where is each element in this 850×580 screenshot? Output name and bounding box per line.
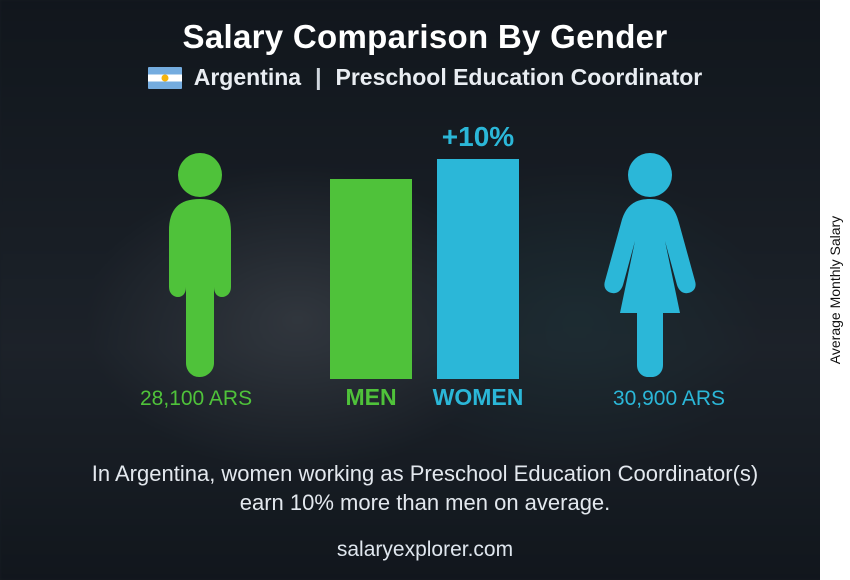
divider-text: | [313, 64, 323, 91]
female-figure-icon [595, 149, 705, 379]
subtitle-row: Argentina | Preschool Education Coordina… [148, 64, 703, 91]
summary-text: In Argentina, women working as Preschool… [90, 459, 760, 518]
source-text: salaryexplorer.com [0, 538, 850, 562]
gender-salary-chart: +10% MEN WOMEN 28,10 [105, 105, 745, 425]
men-salary-text: 28,100 ARS [140, 387, 252, 411]
location-text: Argentina [194, 64, 301, 91]
men-column-label: MEN [311, 384, 431, 411]
job-title-text: Preschool Education Coordinator [336, 64, 703, 91]
page-title: Salary Comparison By Gender [183, 18, 668, 56]
percent-diff-label: +10% [437, 121, 519, 153]
women-bar [437, 159, 519, 379]
men-bar [330, 179, 412, 379]
women-column-label: WOMEN [418, 384, 538, 411]
women-salary-text: 30,900 ARS [613, 387, 725, 411]
argentina-flag-icon [148, 67, 182, 89]
male-figure-icon [145, 149, 255, 379]
